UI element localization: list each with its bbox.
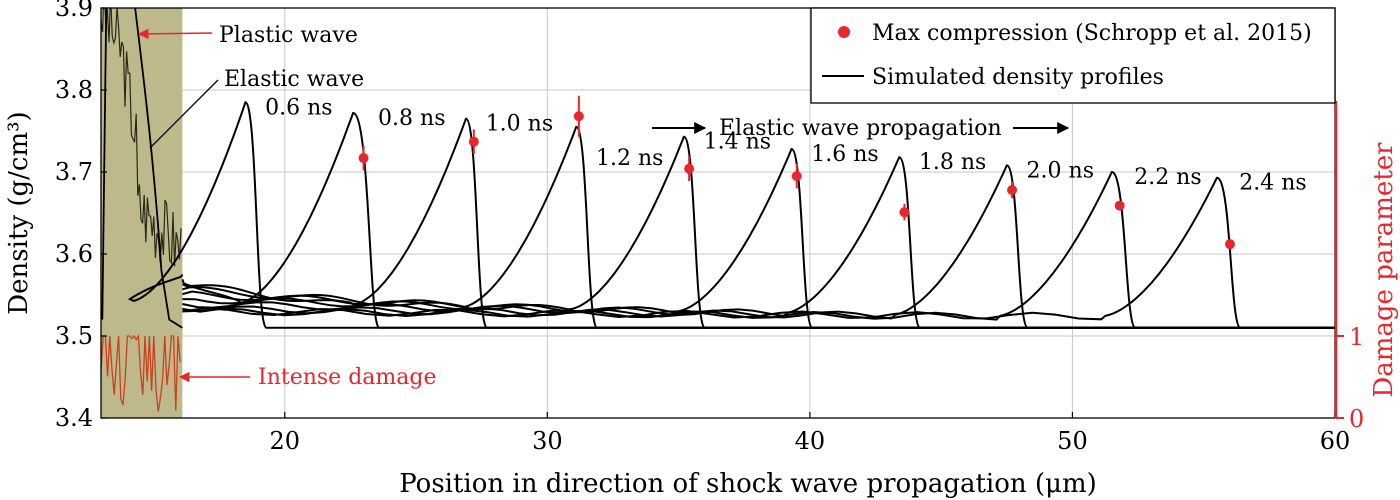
- damage-region: [101, 8, 183, 418]
- max-compression-point: [684, 163, 695, 174]
- density-profile-line: [182, 125, 1335, 329]
- y-tick-label: 3.4: [55, 404, 93, 432]
- profile-time-label: 2.2 ns: [1134, 165, 1201, 190]
- density-profile-line: [127, 101, 1335, 329]
- y-tick-label: 3.7: [55, 158, 93, 186]
- max-compression-point: [358, 153, 369, 164]
- density-profile-line: [182, 156, 1335, 329]
- legend: Max compression (Schropp et al. 2015) Sim…: [810, 7, 1336, 104]
- plastic-wave-trace: [101, 8, 182, 267]
- profile-time-label: 1.4 ns: [704, 130, 771, 155]
- axes: 20 30 40 50 60 3.4 3.5 3.6 3.7 3.8 3.9 0 1 Position i…: [4, 0, 1399, 499]
- profile-time-label: 1.2 ns: [596, 146, 663, 171]
- y-axis-title: Density (g/cm³): [4, 111, 34, 314]
- elastic-propagation-label: Elastic wave propagation: [719, 116, 1002, 141]
- damage-region-band: [101, 8, 183, 418]
- legend-marker-swatch: [838, 26, 850, 38]
- max-compression-point: [573, 111, 584, 122]
- elastic-wave-pointer: [149, 79, 219, 149]
- y-tick-label: 3.5: [55, 322, 93, 350]
- profile-time-label: 0.6 ns: [265, 95, 332, 120]
- max-compression-point: [791, 171, 802, 182]
- x-tick-label: 30: [532, 427, 563, 455]
- x-tick-label: 40: [795, 427, 826, 455]
- max-compression-point: [899, 207, 910, 218]
- damage-axis-tick-label: 1: [1349, 323, 1364, 351]
- y-tick-label: 3.8: [55, 76, 93, 104]
- density-profile-line: [182, 164, 1335, 329]
- max-compression-point: [1114, 200, 1125, 211]
- max-compression-point: [1224, 239, 1235, 250]
- profile-time-label: 2.0 ns: [1027, 158, 1094, 183]
- elastic-wave-label: Elastic wave: [224, 67, 364, 92]
- density-profile-line: [182, 135, 1335, 329]
- y-tick-label: 3.6: [55, 240, 93, 268]
- damage-parameter-line: [101, 333, 181, 412]
- profile-time-label: 1.6 ns: [811, 142, 878, 167]
- x-tick-label: 60: [1320, 427, 1351, 455]
- legend-box: [810, 7, 1336, 104]
- max-compression-point: [1007, 185, 1018, 196]
- annotations: Plastic wave Elastic wave Intense damage El…: [137, 23, 1070, 390]
- profile-time-label: 2.4 ns: [1239, 171, 1306, 196]
- profile-time-label: 1.0 ns: [486, 112, 553, 137]
- plastic-wave-arrow: [137, 28, 213, 40]
- density-profile-line: [182, 170, 1335, 329]
- y-tick-label: 3.9: [55, 0, 93, 22]
- density-profile-line: [181, 111, 1335, 329]
- profile-time-label: 0.8 ns: [378, 106, 445, 131]
- plastic-wave-label: Plastic wave: [219, 23, 358, 48]
- max-compression-point: [468, 136, 479, 147]
- max-compression-markers: [358, 95, 1235, 250]
- intense-damage-label: Intense damage: [258, 365, 436, 390]
- damage-axis-tick-label: 0: [1349, 405, 1364, 433]
- profile-time-label: 1.8 ns: [919, 150, 986, 175]
- x-tick-label: 50: [1057, 427, 1088, 455]
- legend-marker-label: Max compression (Schropp et al. 2015): [872, 21, 1312, 46]
- density-profile-line: [182, 176, 1335, 329]
- density-profiles: [127, 101, 1335, 329]
- x-axis-title: Position in direction of shock wave prop…: [399, 469, 1097, 499]
- damage-axis-title: Damage parameter: [1369, 142, 1399, 398]
- profile-labels: 0.6 ns 0.8 ns 1.0 ns 1.2 ns 1.4 ns 1.6 ns 1.8 …: [265, 95, 1307, 195]
- legend-line-label: Simulated density profiles: [872, 65, 1164, 90]
- x-tick-label: 20: [270, 427, 301, 455]
